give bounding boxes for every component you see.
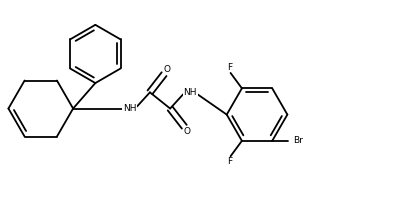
Text: F: F [227,157,232,166]
Text: F: F [227,63,232,72]
Text: O: O [164,65,171,74]
Text: NH: NH [123,104,137,113]
Text: Br: Br [293,136,303,145]
Text: O: O [184,127,191,136]
Text: NH: NH [184,88,197,97]
